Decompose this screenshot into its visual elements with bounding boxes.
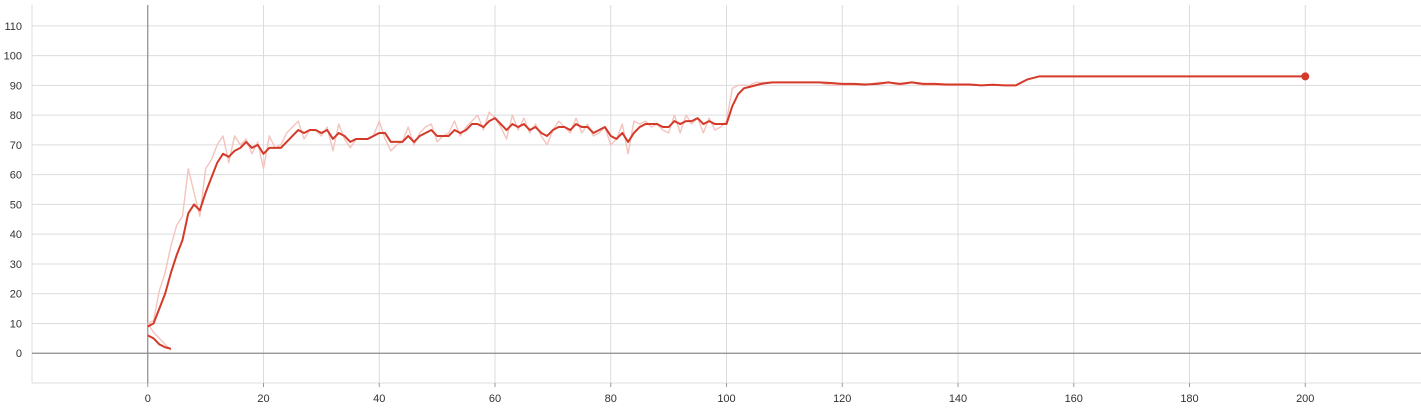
x-tick-label: 40 bbox=[373, 393, 385, 405]
y-tick-label: 40 bbox=[10, 229, 22, 241]
x-tick-label: 120 bbox=[833, 393, 851, 405]
raw-series-tail bbox=[147, 323, 172, 351]
x-tick-label: 140 bbox=[949, 393, 967, 405]
y-tick-label: 10 bbox=[10, 318, 22, 330]
y-tick-label: 50 bbox=[10, 199, 22, 211]
x-tick-label: 180 bbox=[1180, 393, 1198, 405]
x-tick-label: 200 bbox=[1296, 393, 1314, 405]
raw-series-line bbox=[147, 75, 1306, 325]
y-tick-label: 110 bbox=[4, 21, 22, 33]
y-tick-label: 100 bbox=[4, 51, 22, 63]
smoothed-series-line bbox=[147, 75, 1306, 328]
y-tick-label: 30 bbox=[10, 259, 22, 271]
tick-labels: 0 10 20 30 40 50 60 70 80 90 100 110 0 20 40 60 80 100 120… bbox=[4, 21, 1315, 405]
x-tick-label: 80 bbox=[605, 393, 617, 405]
x-tick-label: 160 bbox=[1065, 393, 1083, 405]
x-tick-label: 60 bbox=[489, 393, 501, 405]
last-point-marker bbox=[1301, 72, 1310, 81]
y-tick-label: 60 bbox=[10, 170, 22, 182]
series bbox=[147, 72, 1310, 351]
axes bbox=[32, 5, 1421, 387]
smoothed-series-tail bbox=[147, 334, 172, 350]
y-tick-label: 0 bbox=[16, 348, 22, 360]
x-tick-label: 0 bbox=[145, 393, 151, 405]
gridlines bbox=[31, 5, 1421, 384]
y-tick-label: 90 bbox=[10, 80, 22, 92]
y-tick-label: 70 bbox=[10, 140, 22, 152]
x-tick-label: 100 bbox=[717, 393, 735, 405]
y-tick-label: 20 bbox=[10, 289, 22, 301]
y-tick-label: 80 bbox=[10, 110, 22, 122]
x-tick-label: 20 bbox=[257, 393, 269, 405]
